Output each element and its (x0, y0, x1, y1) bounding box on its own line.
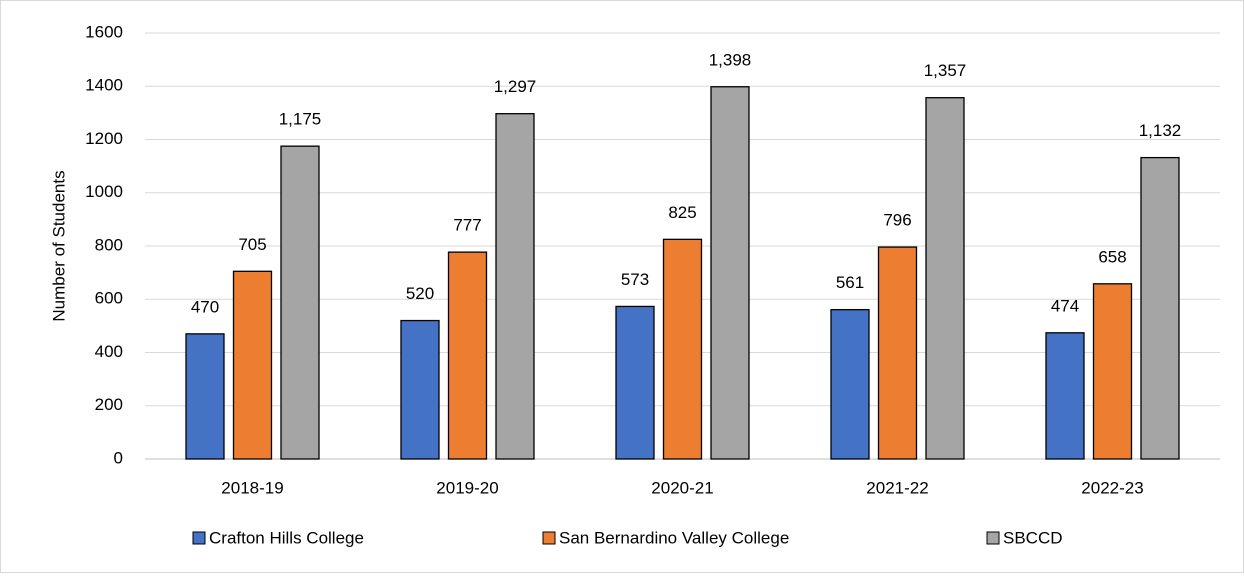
data-label: 470 (191, 297, 219, 316)
data-label: 777 (453, 216, 481, 235)
data-label: 658 (1098, 247, 1126, 266)
data-label: 573 (621, 270, 649, 289)
data-label: 1,398 (709, 50, 752, 69)
x-tick-label: 2021-22 (866, 478, 928, 497)
data-label: 1,357 (924, 61, 967, 80)
data-label: 561 (836, 273, 864, 292)
y-tick-label: 600 (95, 289, 123, 308)
x-tick-label: 2018-19 (221, 478, 283, 497)
legend-label: SBCCD (1003, 528, 1063, 547)
bar (1140, 156, 1180, 460)
bar (662, 238, 703, 460)
y-axis-title: Number of Students (49, 170, 68, 321)
bar (400, 319, 440, 460)
y-tick-label: 1400 (85, 76, 123, 95)
data-label: 1,297 (494, 77, 537, 96)
bar (1092, 283, 1133, 460)
data-label: 796 (883, 211, 911, 230)
x-tick-label: 2020-21 (651, 478, 713, 497)
y-tick-label: 1600 (85, 22, 123, 41)
data-label: 705 (238, 235, 266, 254)
legend-swatch (986, 531, 1000, 545)
y-tick-label: 1200 (85, 129, 123, 148)
bar (232, 270, 273, 460)
legend-label: San Bernardino Valley College (559, 528, 789, 547)
x-tick-label: 2022-23 (1081, 478, 1143, 497)
y-tick-label: 200 (95, 395, 123, 414)
data-label: 825 (668, 203, 696, 222)
legend-swatch (542, 531, 556, 545)
legend-label: Crafton Hills College (209, 528, 364, 547)
bar (280, 145, 320, 460)
bar (925, 97, 965, 460)
x-tick-label: 2019-20 (436, 478, 498, 497)
bar (1045, 332, 1085, 460)
legend-swatch (192, 531, 206, 545)
y-tick-label: 1000 (85, 182, 123, 201)
bar (710, 86, 750, 460)
bar (185, 333, 225, 460)
y-tick-label: 0 (114, 448, 123, 467)
y-tick-label: 800 (95, 235, 123, 254)
bar (877, 246, 918, 460)
bar (830, 308, 870, 460)
data-label: 1,132 (1139, 121, 1182, 140)
bar (495, 113, 535, 460)
y-tick-label: 400 (95, 342, 123, 361)
data-label: 474 (1051, 296, 1079, 315)
data-label: 520 (406, 284, 434, 303)
bar (447, 251, 488, 460)
data-label: 1,175 (279, 110, 322, 129)
bar (615, 305, 655, 460)
